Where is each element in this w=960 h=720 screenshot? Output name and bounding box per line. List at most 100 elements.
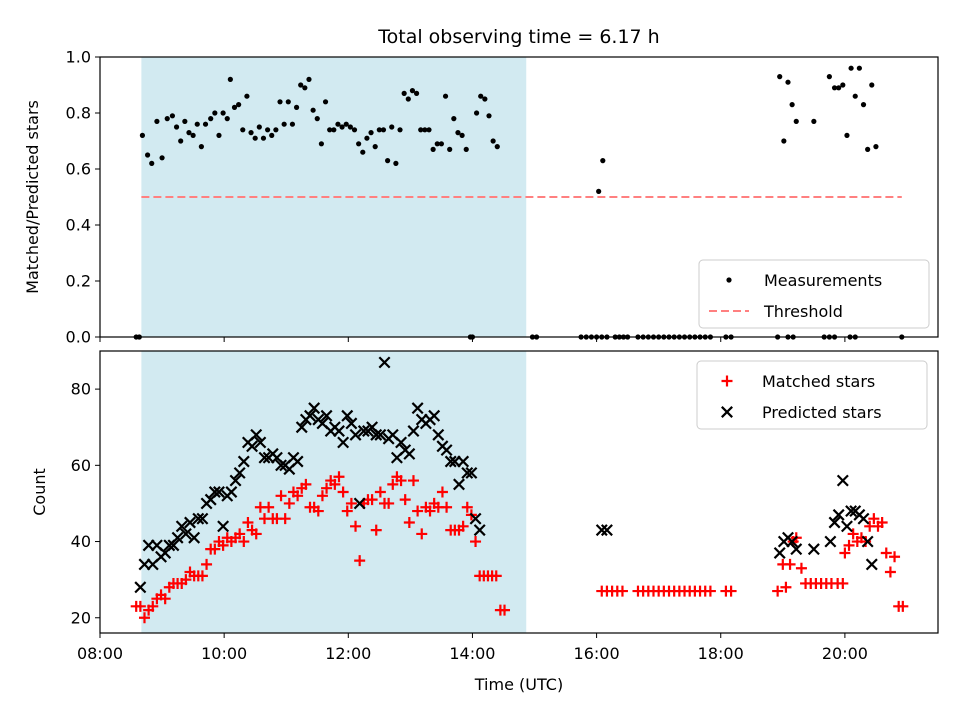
predicted-star-point [440, 444, 453, 457]
measurement-point [494, 144, 500, 150]
measurement-point [277, 99, 283, 105]
predicted-star-point [832, 508, 845, 521]
predicted-star-point [184, 516, 196, 529]
matched-star-point [238, 536, 250, 548]
measurement-point [856, 65, 862, 71]
predicted-star-point [861, 535, 874, 548]
matched-star-point [321, 482, 333, 494]
measurement-point [405, 96, 411, 102]
predicted-star-point [188, 531, 201, 544]
legend: Measurements Threshold [698, 259, 930, 329]
measurement-point [490, 138, 496, 144]
predicted-star-point [308, 402, 321, 415]
predicted-star-point [237, 455, 250, 468]
measurement-point [240, 127, 246, 133]
matched-star-point [180, 574, 192, 586]
matched-star-point [147, 600, 159, 612]
y-tick-label: 80 [71, 380, 91, 399]
matched-star-point [395, 475, 407, 487]
predicted-star-point [790, 543, 803, 556]
matched-star-point [374, 486, 386, 498]
predicted-star-point [254, 436, 267, 449]
predicted-star-point [403, 447, 416, 460]
measurement-point [430, 146, 436, 152]
matched-star-point [201, 558, 213, 570]
top-panel: 0.0 0.2 0.4 0.6 0.8 1.0 Total observing time =… [23, 26, 939, 347]
predicted-star-point [229, 474, 242, 487]
measurement-point [397, 127, 403, 133]
predicted-star-point [600, 524, 613, 537]
matched-star-point [407, 475, 419, 487]
x-tick-label: 20:00 [822, 644, 868, 663]
measurement-point [314, 116, 320, 122]
y-tick-label: 0.6 [66, 160, 91, 179]
predicted-star-point [469, 512, 482, 525]
matched-star-point [784, 558, 796, 570]
bottom-panel: 20 40 60 80 08:00 10:00 12:00 14:00 16:00 18:00 20… [30, 350, 939, 694]
measurement-point [302, 85, 308, 91]
measurement-point [438, 141, 445, 147]
matched-star-point [424, 505, 436, 517]
predicted-star-point [217, 520, 230, 533]
x-tick-label: 18:00 [698, 644, 744, 663]
predicted-star-point [374, 428, 387, 441]
matched-star-point [470, 536, 482, 548]
measurement-point [486, 113, 492, 119]
measurement-point [198, 144, 204, 150]
matched-star-point [345, 497, 357, 509]
y-tick-label: 0.0 [66, 328, 91, 347]
predicted-star-point [857, 512, 870, 525]
measurement-point [372, 144, 378, 150]
predicted-star-point [461, 466, 474, 479]
shaded-observing-interval [141, 351, 527, 633]
predicted-star-point [428, 409, 441, 422]
measurement-point [269, 132, 275, 138]
matched-star-point [880, 547, 892, 559]
matched-star-point [616, 585, 628, 597]
x-tick-label: 08:00 [77, 644, 123, 663]
predicted-star-point [786, 535, 799, 548]
measurement-point [865, 146, 871, 152]
matched-star-point [134, 600, 146, 612]
measurement-point [182, 118, 188, 124]
matched-star-point [461, 501, 473, 513]
matched-star-point [292, 490, 304, 502]
measurement-point [873, 144, 879, 150]
predicted-star-point [836, 474, 849, 487]
matched-star-point [159, 593, 171, 605]
measurement-point [331, 127, 337, 133]
measurement-point [273, 127, 279, 133]
matched-star-point [366, 494, 378, 506]
predicted-star-point [357, 425, 370, 438]
predicted-star-point [845, 505, 858, 518]
measurement-point [451, 116, 457, 122]
matched-star-point [333, 471, 345, 483]
measurement-point [447, 146, 453, 152]
matched-star-point [847, 528, 859, 540]
predicted-star-point [407, 425, 420, 438]
axes-frame [99, 56, 939, 338]
predicted-star-point [225, 486, 238, 498]
predicted-star-point [349, 428, 362, 441]
matched-star-point [457, 520, 469, 532]
measurement-point [236, 102, 242, 108]
matched-star-point [403, 516, 415, 528]
measurement-point [306, 76, 312, 82]
measurement-point [298, 82, 304, 88]
measurement-point [793, 118, 799, 124]
measurement-point [826, 74, 832, 80]
measurement-point [285, 99, 291, 105]
matched-star-point [263, 501, 275, 513]
predicted-star-point [304, 409, 316, 422]
matched-star-point [416, 528, 428, 540]
matched-star-point [441, 501, 453, 513]
measurement-point [455, 130, 461, 136]
matched-star-point [704, 585, 716, 597]
measurement-point [248, 130, 254, 136]
x-tick-label: 12:00 [325, 644, 371, 663]
matched-star-point [499, 604, 511, 616]
matched-star-point [725, 585, 737, 597]
matched-star-point [316, 490, 328, 502]
matched-star-point [275, 490, 287, 502]
measurement-point [310, 107, 316, 113]
